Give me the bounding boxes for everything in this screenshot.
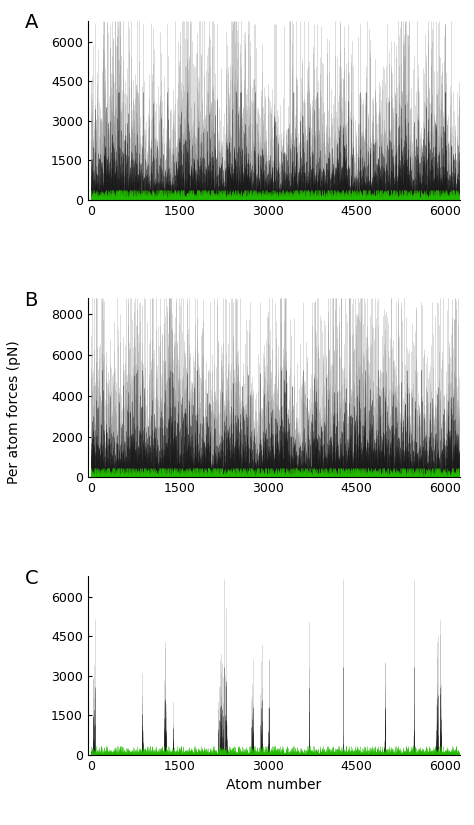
X-axis label: Atom number: Atom number — [226, 778, 321, 792]
Text: B: B — [25, 291, 38, 310]
Text: Per atom forces (pN): Per atom forces (pN) — [7, 341, 21, 484]
Text: C: C — [25, 568, 38, 587]
Text: A: A — [25, 13, 38, 32]
